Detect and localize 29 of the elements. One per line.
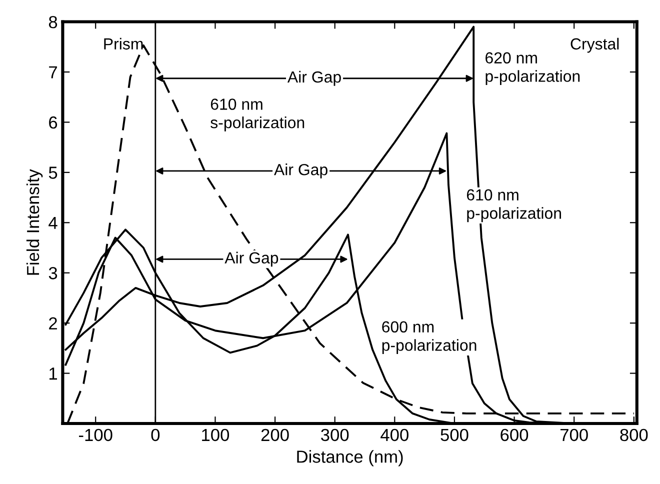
y-tick-label: 3 xyxy=(48,267,58,280)
annotation: Crystal xyxy=(570,38,619,53)
annotation: Air Gap xyxy=(224,252,278,267)
legend-label: 620 nm p-polarization xyxy=(486,52,580,86)
annotation: Prism xyxy=(104,38,143,50)
y-tick-label: 5 xyxy=(48,166,58,179)
annotation: Air Gap xyxy=(287,70,341,86)
x-tick-label: 100 xyxy=(202,428,230,442)
x-tick-label: 800 xyxy=(620,428,648,442)
y-tick-label: 7 xyxy=(49,66,57,78)
y-tick-label: 8 xyxy=(48,16,58,28)
x-tick-label: 200 xyxy=(261,428,289,442)
series-label: 610 nm s-polarization xyxy=(210,98,304,132)
series-label: 610 nm p-polarization xyxy=(466,189,561,222)
annotation: Air Gap xyxy=(274,164,328,178)
x-tick-label: -100 xyxy=(78,428,112,442)
series-label: 600 nm p-polarization xyxy=(382,321,476,354)
y-tick-label: 6 xyxy=(49,116,58,129)
x-axis-title: Distance (nm) xyxy=(297,450,403,466)
y-tick-label: 1 xyxy=(50,368,57,380)
y-tick-label: 2 xyxy=(49,317,57,330)
x-tick-label: 500 xyxy=(440,428,468,442)
y-axis-title: Field Intensity xyxy=(26,169,43,275)
x-tick-label: 400 xyxy=(380,428,408,442)
x-tick-label: 700 xyxy=(560,428,588,442)
x-tick-label: 0 xyxy=(151,428,160,442)
x-tick-label: 300 xyxy=(321,428,349,442)
x-tick-label: 600 xyxy=(500,428,528,442)
y-tick-label: 4 xyxy=(48,216,58,229)
